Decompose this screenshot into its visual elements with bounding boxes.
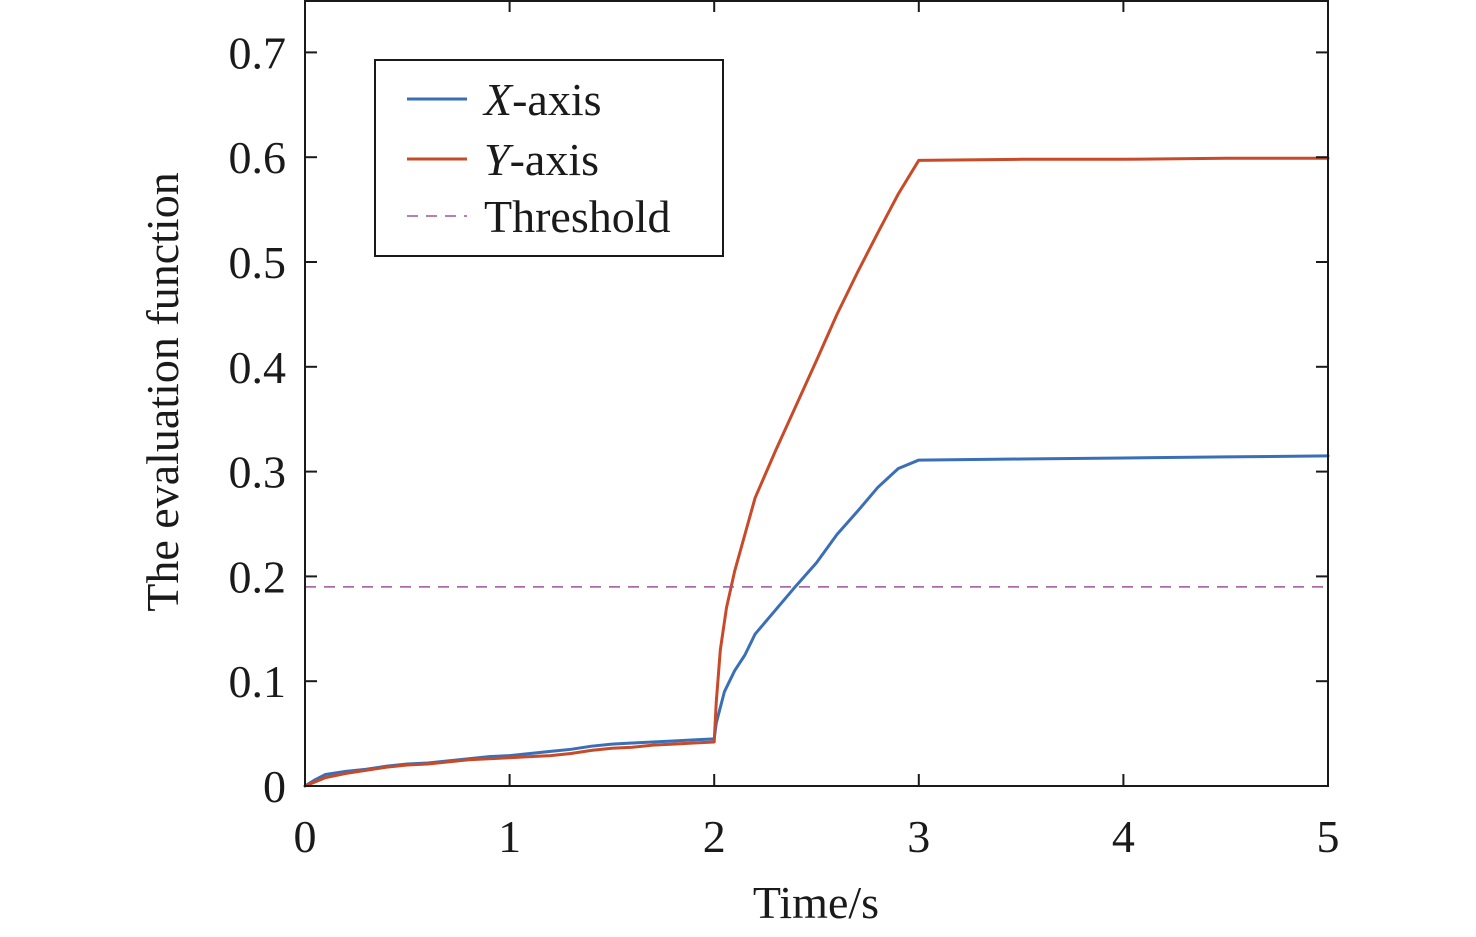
x-tick-label: 1 — [498, 811, 521, 862]
legend-label-y-axis: Y-axis — [484, 134, 599, 185]
axes-box — [304, 0, 1329, 787]
axis-ticks — [304, 0, 1329, 787]
x-tick-label: 4 — [1112, 811, 1135, 862]
y-tick-label: 0.1 — [229, 656, 287, 707]
x-tick-label: 3 — [907, 811, 930, 862]
y-tick-labels: 0 0.1 0.2 0.3 0.4 0.5 0.6 0.7 — [229, 27, 287, 812]
x-tick-label: 0 — [294, 811, 317, 862]
x-tick-labels: 0 1 2 3 4 5 — [294, 811, 1340, 862]
y-tick-label: 0.5 — [229, 237, 287, 288]
y-axis-title: The evaluation function — [137, 172, 188, 611]
series-layer — [303, 156, 1330, 788]
axes-frame — [304, 0, 1329, 787]
x-tick-label: 5 — [1317, 811, 1340, 862]
y-tick-label: 0 — [263, 761, 286, 812]
y-tick-label: 0.4 — [229, 342, 287, 393]
legend: X-axis Y-axis Threshold — [374, 59, 724, 257]
y-tick-label: 0.6 — [229, 132, 287, 183]
y-tick-label: 0.2 — [229, 551, 287, 602]
legend-label-threshold: Threshold — [484, 191, 671, 242]
x-axis-title: Time/s — [753, 877, 879, 928]
legend-label-x-axis: X-axis — [482, 74, 602, 125]
y-tick-label: 0.3 — [229, 447, 287, 498]
x-tick-label: 2 — [703, 811, 726, 862]
y-tick-label: 0.7 — [229, 27, 287, 78]
series-line-y-axis — [303, 156, 1330, 788]
